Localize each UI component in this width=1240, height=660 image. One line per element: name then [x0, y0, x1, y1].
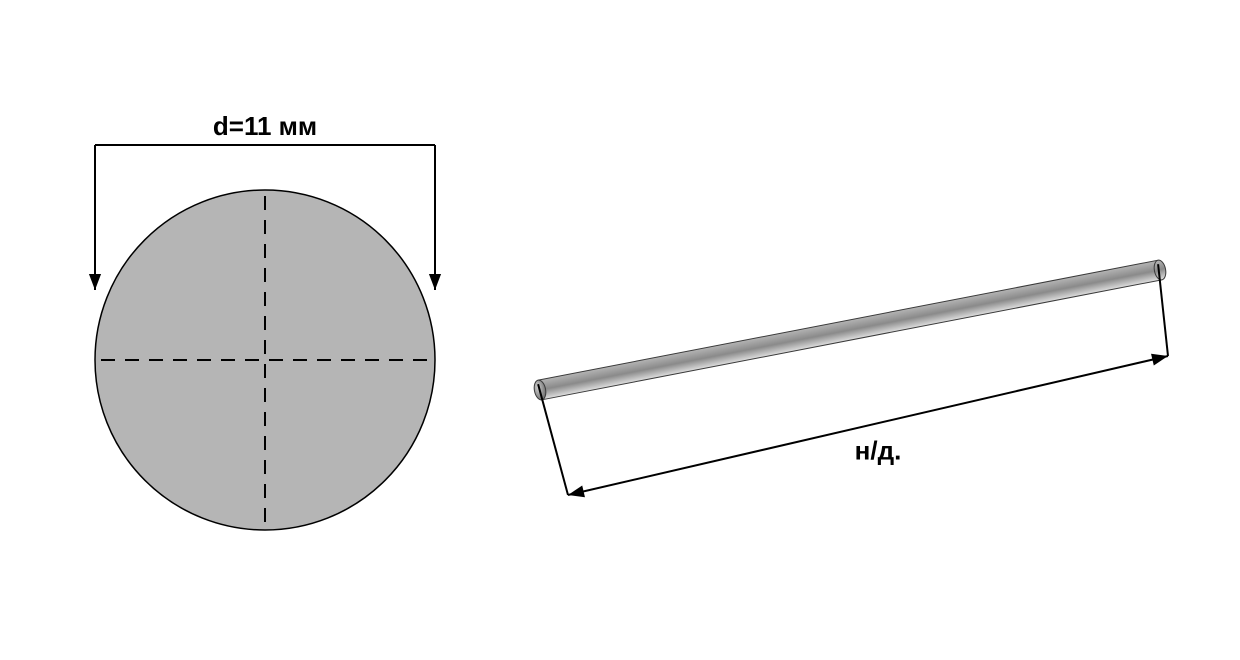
diameter-label: d=11 мм: [213, 111, 317, 141]
arrowhead: [1151, 354, 1168, 366]
length-label: н/д.: [855, 436, 902, 466]
cross-section-diagram: d=11 мм: [89, 111, 441, 530]
rod-diagram: н/д.: [533, 259, 1168, 497]
length-ext-left: [538, 384, 568, 495]
arrowhead: [89, 274, 101, 290]
arrowhead: [568, 485, 585, 497]
cross-section-circle: [95, 190, 435, 530]
arrowhead: [429, 274, 441, 290]
